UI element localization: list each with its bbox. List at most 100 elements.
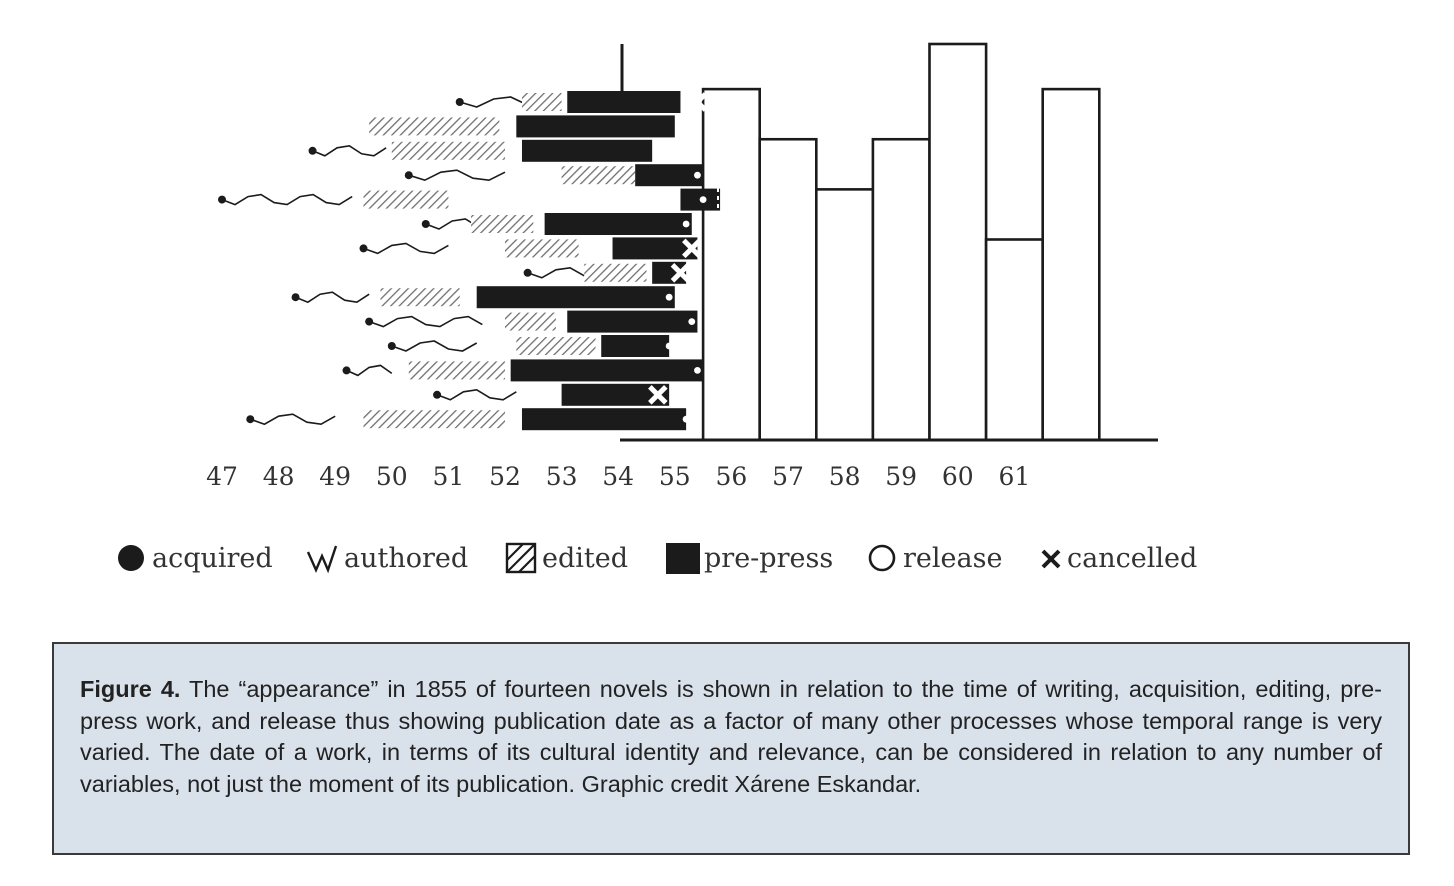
prepress-bar [601,335,670,357]
legend-label-prepress: pre-press [704,543,833,574]
prepress-bar [567,91,681,113]
authored-line [363,242,449,255]
prepress-bar [612,237,698,260]
legend-item-authored: authored [306,543,468,574]
x-tick-label: 55 [659,462,691,491]
acquired-dot [455,98,464,106]
cancelled-stroke-b [648,385,668,405]
x-tick-label: 48 [263,462,295,491]
authored-line [368,315,483,328]
legend-label-authored: authored [344,543,468,574]
histogram-bar-4 [871,137,931,442]
histogram-bar-1 [701,87,761,442]
edited-swatch-hatch [518,555,536,573]
legend-label-release: release [903,543,1002,574]
prepress-swatch [666,543,700,574]
acquired-dot [433,390,442,399]
acquired-dot [421,220,430,228]
edited-bar [505,239,579,258]
edited-bar [408,361,505,380]
prepress-bar [510,359,704,382]
release-marker [682,415,690,423]
histogram-bar-7 [1041,87,1101,442]
acquired-dot [404,171,413,180]
x-tick-label: 59 [885,462,917,491]
x-tick-label: 60 [942,462,974,491]
release-marker [665,293,673,301]
authored-line [408,169,506,182]
novel-row-14 [246,408,690,431]
cancelled-stroke-b [682,238,702,259]
release-marker [682,220,690,228]
release-marker [694,367,701,374]
edited-bar [363,410,505,429]
edited-bar [561,166,636,185]
novel-row-12 [342,359,704,382]
novel-row-7 [359,237,702,260]
authored-line [459,96,528,108]
histogram-bar-6 [984,238,1044,442]
cancelled-marker [682,238,702,259]
x-tick-label: 56 [715,462,747,491]
edited-bar [516,337,596,355]
prepress-bar [567,310,698,333]
edited-bar [391,141,505,160]
edited-swatch [505,542,537,574]
prepress-bar [516,115,675,138]
novel-row-6 [421,213,692,235]
x-tick-label: 47 [206,462,238,491]
timeline-chart: 47 48 49 50 51 52 53 54 55 56 57 58 59 60 61 acquired a… [118,42,1197,574]
authored-line [346,364,393,377]
x-tick-label: 54 [602,462,634,491]
cancelled-stroke-b [670,263,691,283]
release-marker [665,342,673,350]
x-tick-label: 57 [772,462,804,491]
legend-label-cancelled: cancelled [1067,543,1197,574]
novel-row-9 [291,286,675,309]
edited-bar [369,117,500,136]
authored-line [295,291,370,304]
acquired-dot [523,268,532,277]
cancelled-marker [687,92,708,112]
acquired-dot [359,244,368,253]
prepress-bar [521,408,687,431]
acquired-swatch [118,545,144,571]
legend-item-edited: edited [505,542,628,574]
release-marker [699,196,707,204]
caption-text: The “appearance” in 1855 of fourteen nov… [80,676,1382,797]
legend-label-acquired: acquired [152,543,273,574]
novel-row-5 [218,188,721,211]
authored-line [221,193,353,206]
legend-label-edited: edited [542,543,628,574]
acquired-dot [342,366,351,375]
acquired-dot [291,293,300,302]
x-tick-label: 50 [376,462,408,491]
edited-bar [363,190,449,209]
novel-row-1 [455,91,708,113]
legend-item-cancelled: cancelled [1041,543,1197,574]
histogram-bar-5 [928,42,988,442]
novel-row-4 [404,164,704,187]
edited-bar [505,312,556,331]
acquired-dot [246,415,255,424]
x-tick-label: 53 [546,462,578,491]
authored-line [312,144,387,157]
authored-line [527,266,585,279]
cancelled-swatch-stroke [1041,549,1061,569]
novel-row-13 [433,383,670,406]
edited-bar [380,288,460,307]
release-marker [694,171,701,179]
novel-timelines [218,91,721,440]
legend: acquired authored edited pre-press release ca… [118,542,1197,574]
edited-bar [584,263,647,282]
legend-item-prepress: pre-press [666,543,833,574]
edited-swatch-hatch [506,543,536,573]
cancelled-stroke-b [687,92,708,112]
legend-item-release: release [868,543,1002,574]
novel-row-11 [387,335,673,357]
appearance-histogram [620,42,1101,442]
figure-caption: Figure 4. The “appearance” in 1855 of fo… [52,642,1410,855]
histogram-bar-2 [758,137,818,442]
histogram-bar-3 [814,188,875,442]
cancelled-swatch [1041,549,1061,569]
